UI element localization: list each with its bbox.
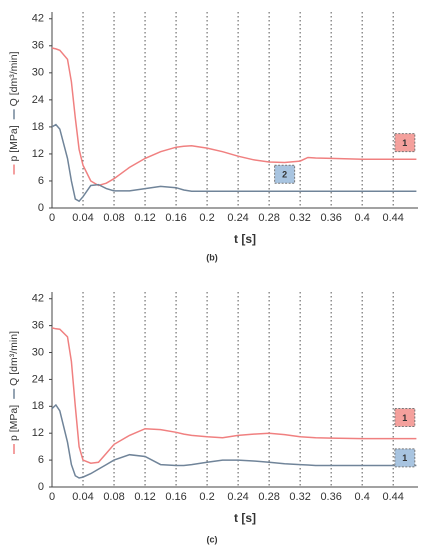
x-tick-label: 0.12 [134,491,155,503]
legend: p [MPa] Q [dm³/min] [8,331,20,455]
y-tick-label: 6 [38,454,44,466]
x-tick-label: 0.24 [227,491,248,503]
x-tick-label: 0.16 [165,212,186,224]
x-tick-label: 0.36 [320,491,341,503]
x-tick-label: 0.2 [199,491,214,503]
x-tick-label: 0.16 [165,491,186,503]
annotation-label: 1 [402,413,407,423]
y-tick-label: 36 [32,40,44,52]
legend: p [MPa] Q [dm³/min] [8,51,20,175]
annotation-label: 2 [282,170,287,180]
annotation-label: 1 [402,138,407,148]
x-tick-label: 0.08 [103,491,124,503]
y-tick-label: 12 [32,148,44,160]
annotation-box [394,448,416,468]
y-tick-label: 42 [32,13,44,25]
legend-label: p [MPa] [8,405,20,441]
y-tick-label: 18 [32,400,44,412]
line-series [51,327,417,464]
x-tick-label: 0.36 [320,212,341,224]
annotation-box [274,164,296,184]
x-tick-label: 0.24 [227,212,248,224]
x-tick-label: 0 [49,212,55,224]
y-tick-label: 0 [38,202,44,214]
x-tick-label: 0.04 [72,212,93,224]
x-tick-label: 0.32 [289,491,310,503]
x-tick-label: 0.4 [355,491,370,503]
y-tick-label: 6 [38,175,44,187]
annotation-box [394,408,416,428]
annotation-label: 1 [402,453,407,463]
caption: (b) [206,252,218,262]
x-tick-label: 0.04 [72,491,93,503]
x-tick-label: 0.32 [289,212,310,224]
x-tick-label: 0.28 [258,212,279,224]
x-tick-label: 0.2 [199,212,214,224]
y-tick-label: 0 [38,481,44,493]
legend-label: p [MPa] [8,125,20,161]
caption: (c) [207,534,218,544]
legend-label: Q [dm³/min] [8,331,20,386]
x-tick-label: 0.44 [382,491,403,503]
x-tick-label: 0 [49,491,55,503]
y-tick-label: 30 [32,346,44,358]
line-series [51,403,417,479]
y-tick-label: 36 [32,320,44,332]
y-tick-label: 42 [32,293,44,305]
x-axis-title: t [s] [234,232,256,246]
x-tick-label: 0.08 [103,212,124,224]
x-axis-title: t [s] [234,511,256,525]
legend-label: Q [dm³/min] [8,51,20,106]
annotation-box [394,133,416,153]
x-tick-label: 0.4 [355,212,370,224]
y-tick-label: 12 [32,427,44,439]
x-tick-label: 0.44 [382,212,403,224]
line-series [51,123,417,203]
x-tick-label: 0.28 [258,491,279,503]
y-tick-label: 24 [32,94,44,106]
x-tick-label: 0.12 [134,212,155,224]
y-tick-label: 18 [32,121,44,133]
y-tick-label: 30 [32,67,44,79]
line-series [51,47,417,187]
y-tick-label: 24 [32,373,44,385]
